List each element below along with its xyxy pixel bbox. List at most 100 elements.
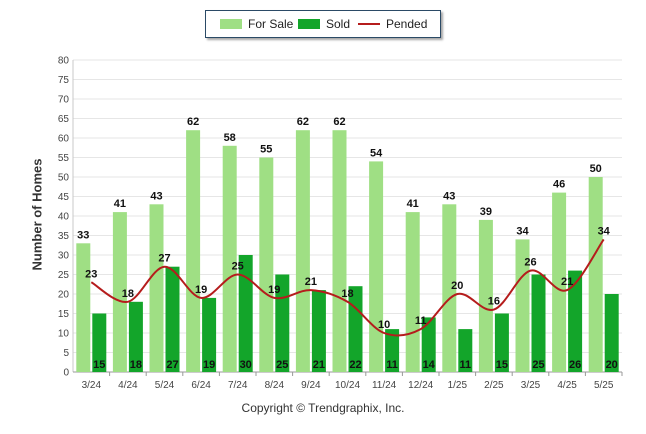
x-tick-label: 2/25 [484,380,504,391]
x-tick-label: 11/24 [372,380,397,391]
bar-sold [348,286,363,372]
data-label-pended: 19 [195,284,207,296]
bar-for-sale [295,130,310,372]
bar-sold [531,274,546,372]
x-tick-label: 8/24 [265,380,285,391]
bar-sold [421,317,436,372]
data-label-pended: 25 [232,261,244,273]
data-label-pended: 18 [341,288,353,300]
data-label-for-sale: 54 [370,147,383,159]
sold-swatch [298,19,320,29]
data-label-for-sale: 55 [260,144,272,156]
y-tick-label: 35 [58,231,70,242]
data-label-sold: 15 [496,359,508,371]
data-label-for-sale: 41 [407,198,419,210]
data-label-pended: 27 [158,253,170,265]
bar-for-sale [112,212,127,372]
data-label-for-sale: 43 [443,190,455,202]
data-label-pended: 18 [122,288,134,300]
data-label-sold: 11 [386,359,398,371]
data-label-sold: 21 [313,359,325,371]
y-axis-label: Number of Homes [29,158,45,271]
data-label-pended: 11 [415,315,427,327]
data-label-pended: 26 [524,257,536,269]
y-tick-label: 20 [58,290,70,301]
bar-for-sale [442,204,457,372]
data-label-sold: 25 [532,359,544,371]
bar-for-sale [369,161,384,372]
y-tick-label: 70 [58,95,70,106]
bar-sold [92,313,107,372]
data-label-for-sale: 33 [77,229,89,241]
data-label-sold: 27 [166,359,178,371]
x-tick-label: 4/24 [118,380,138,391]
x-tick-label: 9/24 [301,380,321,391]
data-label-for-sale: 62 [187,116,199,128]
x-tick-label: 4/25 [557,380,577,391]
y-tick-label: 80 [58,56,70,67]
bar-sold [568,270,583,372]
x-tick-label: 12/24 [408,380,433,391]
y-tick-label: 50 [58,173,70,184]
bar-sold [604,294,619,372]
bar-sold [165,266,180,372]
y-tick-label: 65 [58,114,70,125]
legend-label-for-sale: For Sale [248,17,294,31]
x-tick-label: 1/25 [448,380,468,391]
data-label-for-sale: 39 [480,206,492,218]
y-tick-label: 40 [58,212,70,223]
bar-for-sale [76,243,91,372]
bar-for-sale [186,130,201,372]
data-label-for-sale: 43 [150,190,162,202]
bar-sold [311,290,326,372]
data-label-for-sale: 58 [224,132,236,144]
data-label-pended: 20 [451,280,463,292]
data-label-pended: 19 [268,284,280,296]
data-label-sold: 20 [606,359,618,371]
data-label-sold: 14 [423,359,436,371]
y-tick-label: 75 [58,75,70,86]
data-label-sold: 30 [240,359,252,371]
pended-swatch [358,23,380,25]
data-label-sold: 18 [130,359,142,371]
x-tick-label: 7/24 [228,380,248,391]
y-tick-label: 0 [63,368,69,379]
data-label-for-sale: 46 [553,179,565,191]
data-label-sold: 26 [569,359,581,371]
data-label-pended: 21 [305,276,317,288]
data-label-sold: 11 [459,359,471,371]
data-label-pended: 23 [85,268,97,280]
copyright: Copyright © Trendgraphix, Inc. [241,401,405,415]
y-tick-label: 60 [58,134,70,145]
bar-for-sale [259,157,274,372]
data-label-pended: 16 [488,296,500,308]
data-label-pended: 10 [378,319,390,331]
bar-sold [128,301,143,372]
data-label-for-sale: 41 [114,198,126,210]
y-tick-label: 10 [58,329,70,340]
bar-for-sale [588,177,603,372]
y-tick-label: 45 [58,192,70,203]
legend: For Sale Sold Pended [205,10,441,38]
data-label-pended: 21 [561,276,573,288]
data-label-for-sale: 50 [590,163,602,175]
x-tick-label: 5/25 [594,380,614,391]
bar-for-sale [149,204,164,372]
data-label-for-sale: 62 [333,116,345,128]
series-line-pended [90,238,605,337]
bar-for-sale [405,212,420,372]
for-sale-swatch [220,19,242,29]
bar-sold [238,255,253,372]
data-label-sold: 15 [93,359,105,371]
legend-label-sold: Sold [326,17,351,31]
legend-item-pended: Pended [358,11,427,37]
data-label-for-sale: 34 [516,225,529,237]
bar-sold [494,313,509,372]
x-tick-label: 6/24 [191,380,211,391]
bar-for-sale [332,130,347,372]
x-tick-label: 3/24 [82,380,102,391]
bar-for-sale [552,192,567,372]
y-tick-label: 55 [58,153,70,164]
bar-sold [458,329,473,372]
